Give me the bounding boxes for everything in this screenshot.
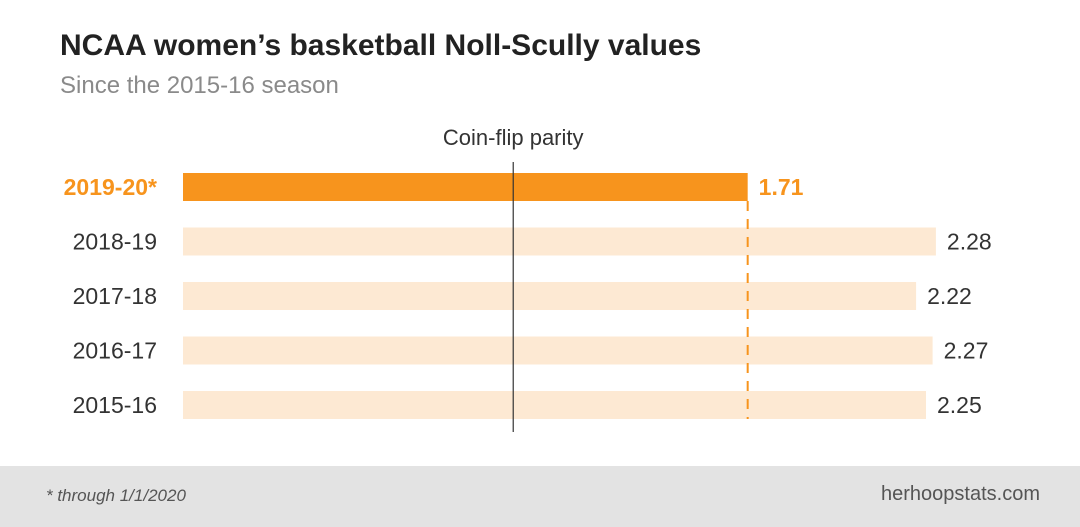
category-label: 2019-20* bbox=[64, 174, 157, 200]
bar bbox=[183, 336, 933, 365]
value-label: 2.25 bbox=[937, 392, 982, 418]
category-label: 2015-16 bbox=[73, 392, 157, 418]
value-label: 2.22 bbox=[927, 283, 972, 309]
chart-title: NCAA women’s basketball Noll-Scully valu… bbox=[60, 29, 702, 62]
footnote: * through 1/1/2020 bbox=[46, 486, 186, 505]
category-label: 2017-18 bbox=[73, 283, 157, 309]
category-label: 2016-17 bbox=[73, 338, 157, 364]
bar-highlighted bbox=[183, 173, 748, 201]
bar-chart: 2019-20* 1.71 2018-19 2.28 2017-18 2.22 2016-1… bbox=[64, 125, 992, 432]
parity-reference-label: Coin-flip parity bbox=[443, 125, 584, 150]
value-label: 1.71 bbox=[759, 174, 804, 200]
chart-subtitle: Since the 2015-16 season bbox=[60, 72, 339, 99]
source-credit: herhoopstats.com bbox=[881, 483, 1040, 505]
value-label: 2.27 bbox=[944, 338, 989, 364]
bar bbox=[183, 227, 936, 256]
category-label: 2018-19 bbox=[73, 229, 157, 255]
footer: * through 1/1/2020 herhoopstats.com bbox=[0, 466, 1080, 527]
bar bbox=[183, 391, 926, 419]
bar bbox=[183, 282, 917, 310]
value-label: 2.28 bbox=[947, 229, 992, 255]
